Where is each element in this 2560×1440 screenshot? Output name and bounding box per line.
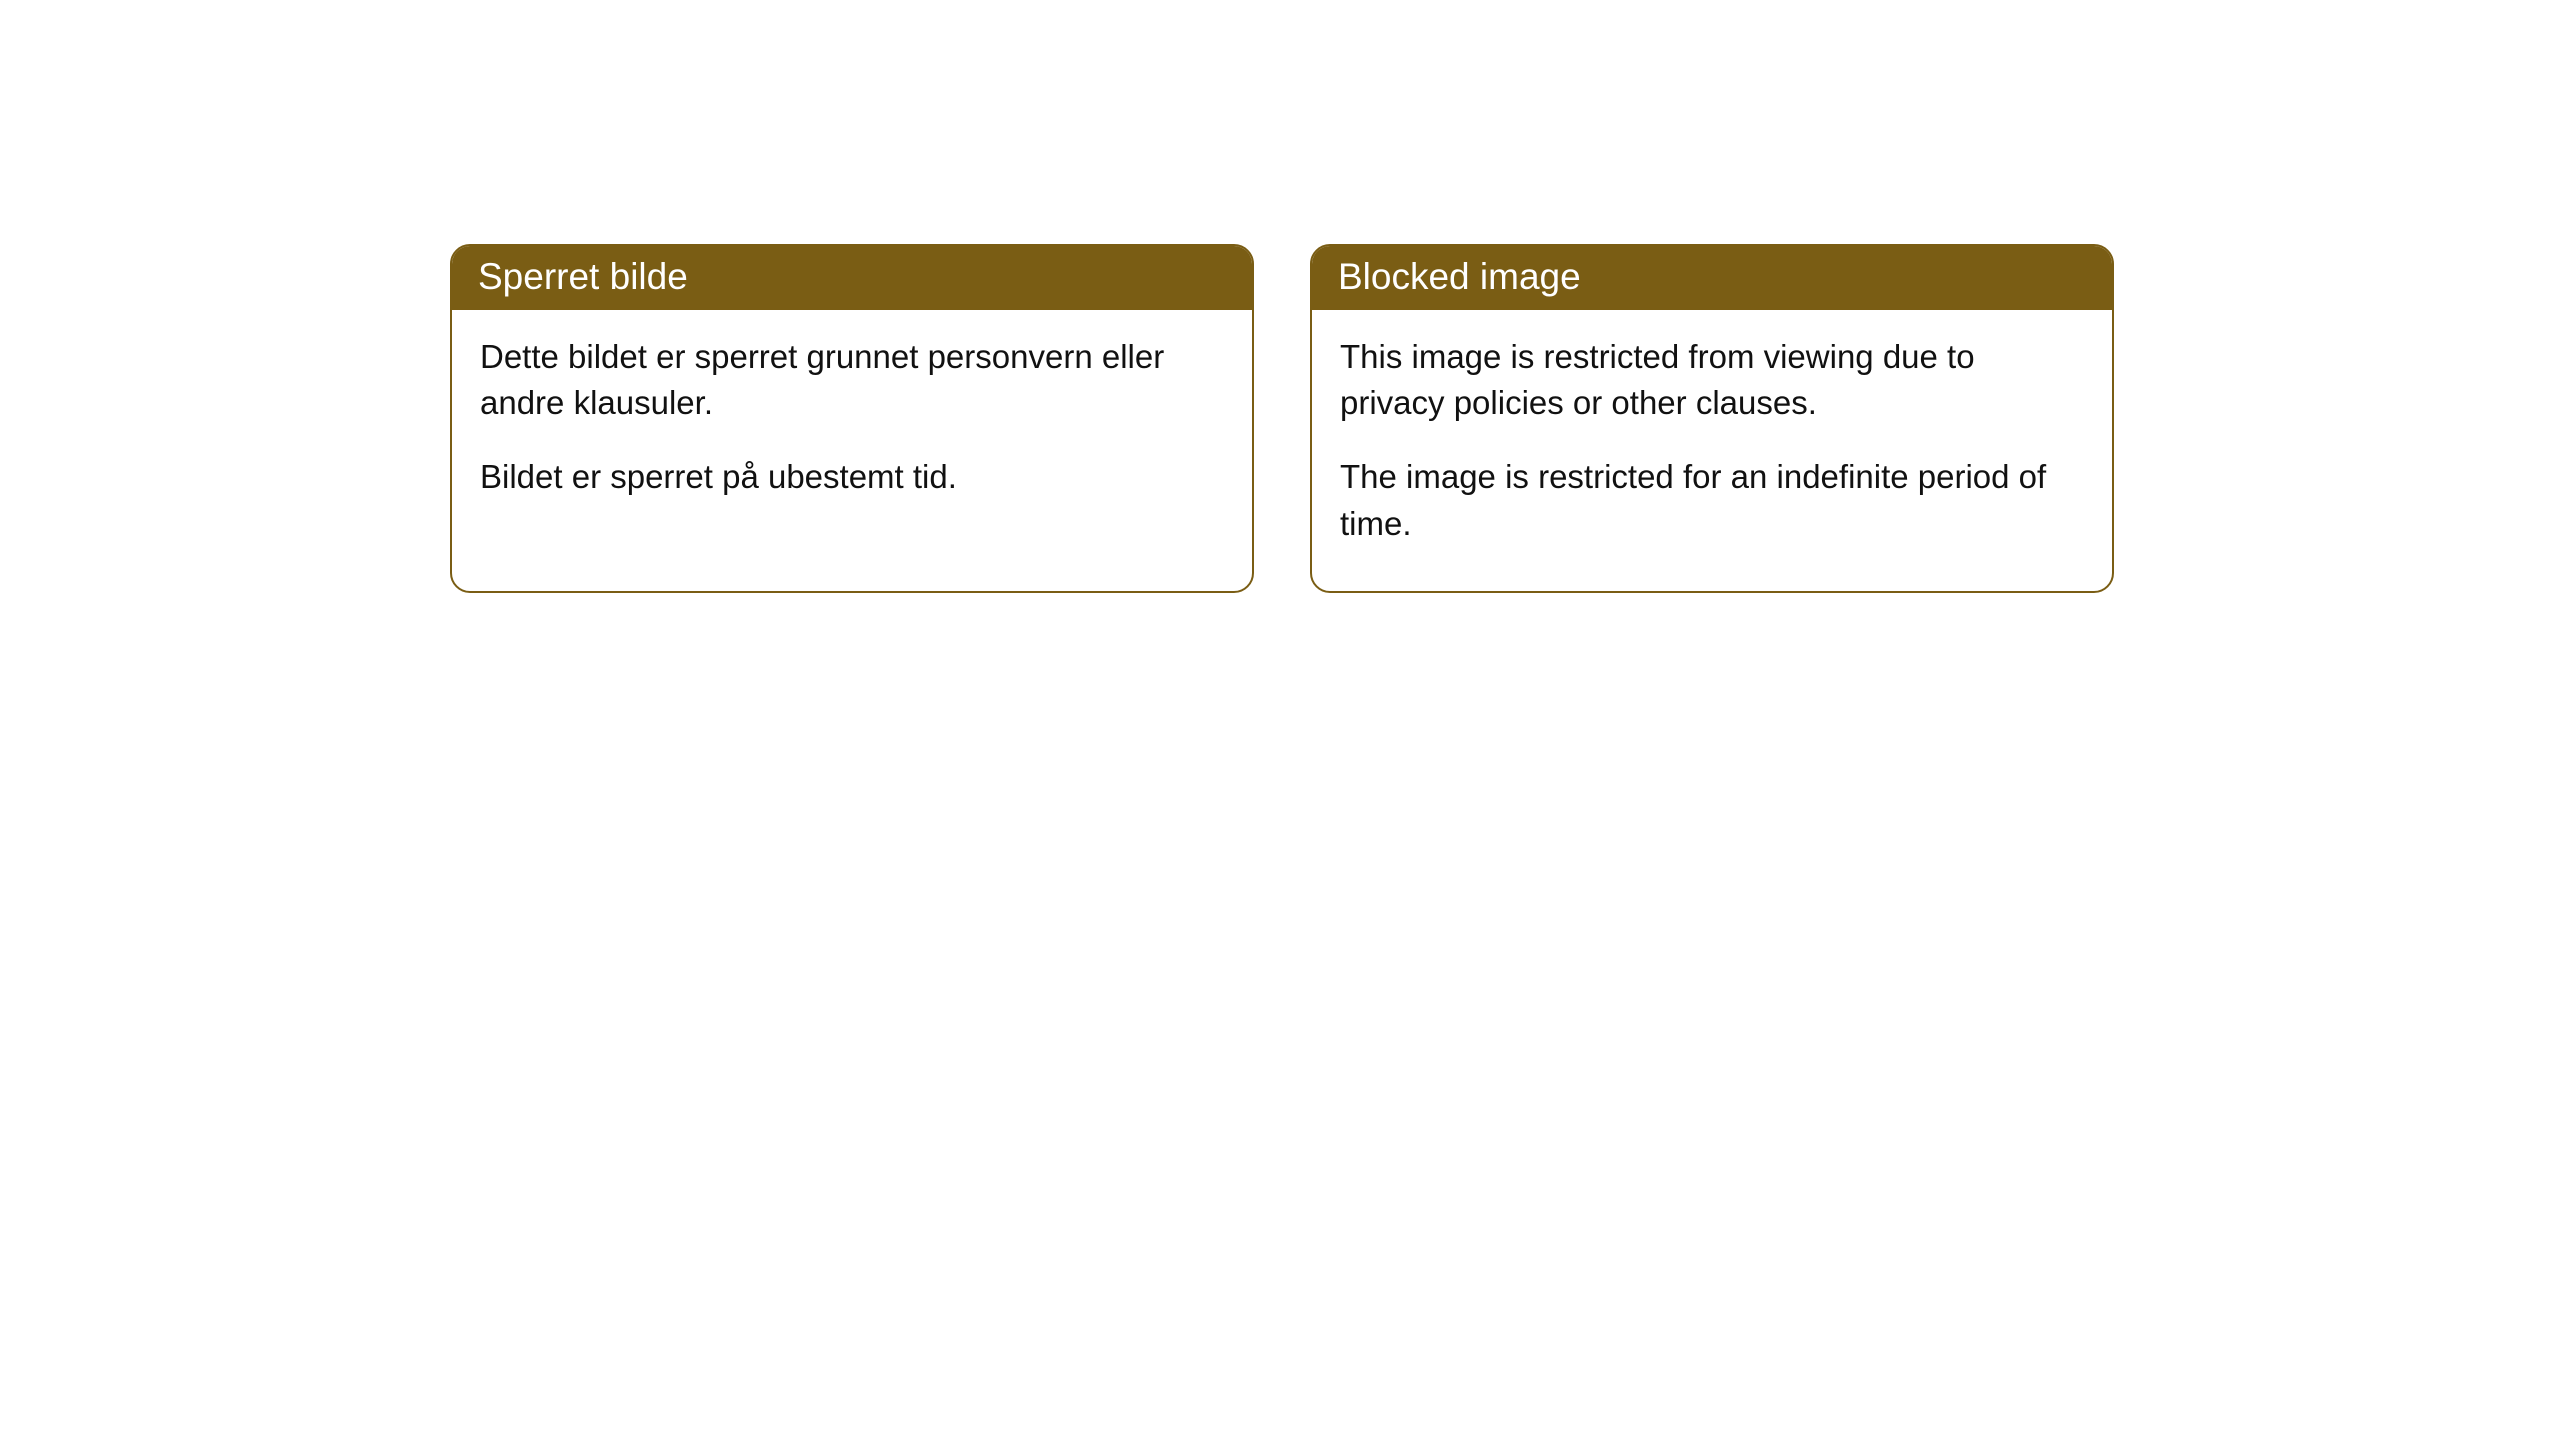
card-title: Blocked image (1338, 256, 1581, 297)
card-paragraph: This image is restricted from viewing du… (1340, 334, 2084, 426)
card-header: Blocked image (1312, 246, 2112, 310)
card-title: Sperret bilde (478, 256, 688, 297)
card-paragraph: The image is restricted for an indefinit… (1340, 454, 2084, 546)
card-header: Sperret bilde (452, 246, 1252, 310)
notice-card-english: Blocked image This image is restricted f… (1310, 244, 2114, 593)
card-body: This image is restricted from viewing du… (1312, 310, 2112, 591)
card-paragraph: Bildet er sperret på ubestemt tid. (480, 454, 1224, 500)
card-paragraph: Dette bildet er sperret grunnet personve… (480, 334, 1224, 426)
card-body: Dette bildet er sperret grunnet personve… (452, 310, 1252, 545)
notice-card-norwegian: Sperret bilde Dette bildet er sperret gr… (450, 244, 1254, 593)
notice-container: Sperret bilde Dette bildet er sperret gr… (0, 0, 2560, 593)
